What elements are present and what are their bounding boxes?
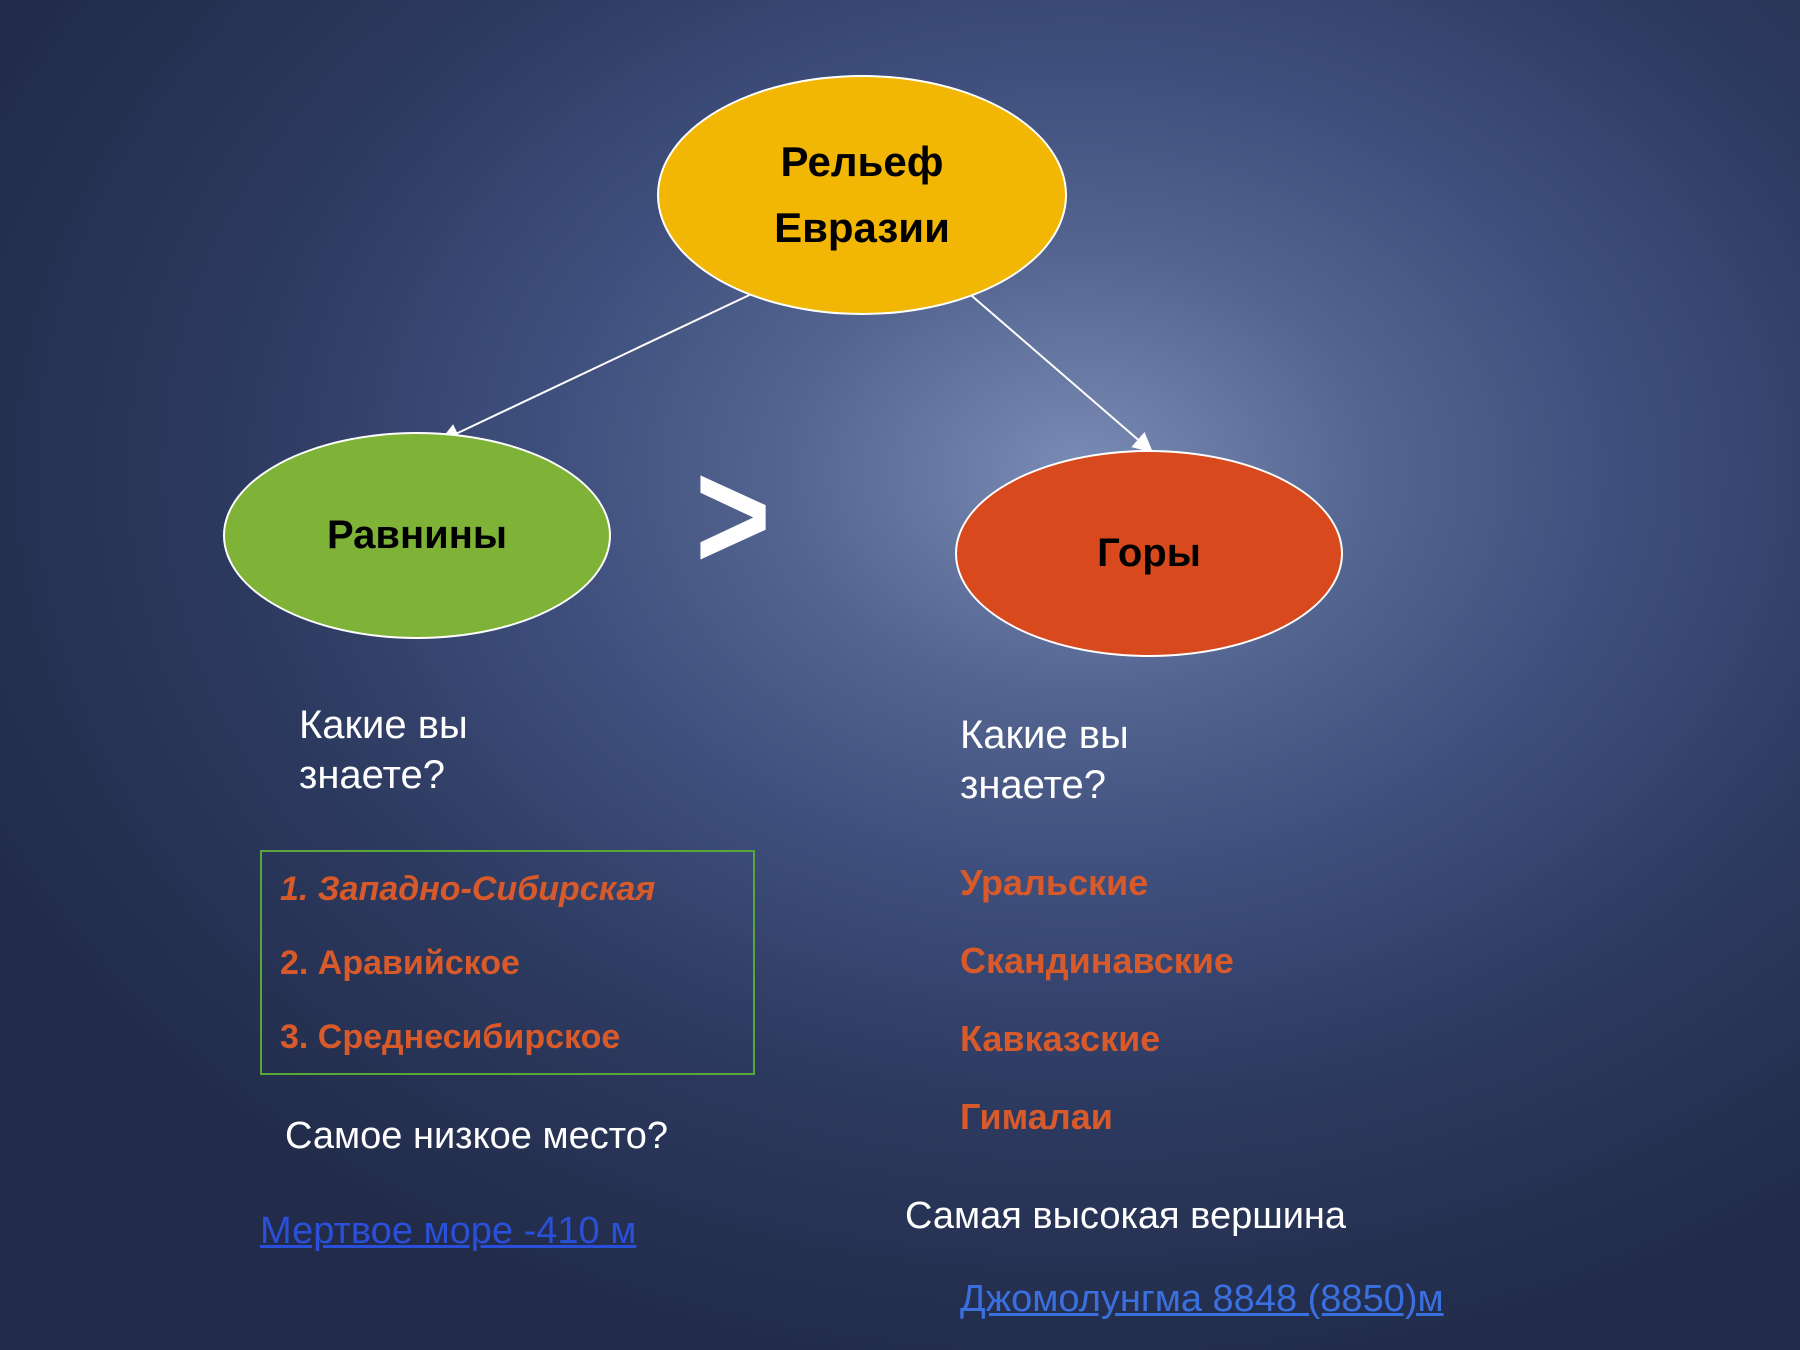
left-node-label: Равнины [327,513,507,558]
root-label-line2: Евразии [774,204,950,252]
right-item: Гималаи [960,1096,1113,1138]
root-node: Рельеф Евразии [657,75,1067,315]
left-question: Какие вы знаете? [299,700,468,800]
highest-peak-question: Самая высокая вершина [905,1195,1346,1238]
left-node-plains: Равнины [223,432,611,639]
right-node-label: Горы [1097,531,1201,576]
lowest-point-question: Самое низкое место? [285,1115,668,1158]
right-item: Скандинавские [960,940,1234,982]
right-item: Уральские [960,862,1148,904]
highest-peak-answer-link[interactable]: Джомолунгма 8848 (8850)м [960,1278,1444,1321]
right-question: Какие вы знаете? [960,710,1129,810]
right-node-mountains: Горы [955,450,1343,657]
root-label-line1: Рельеф [774,138,950,186]
greater-than-symbol: > [695,425,771,605]
lowest-point-answer-link[interactable]: Мертвое море -410 м [260,1210,636,1253]
left-item: 3. Среднесибирское [280,1018,620,1057]
left-item: 2. Аравийское [280,944,520,983]
left-item: 1. Западно-Сибирская [280,870,655,909]
right-item: Кавказские [960,1018,1160,1060]
